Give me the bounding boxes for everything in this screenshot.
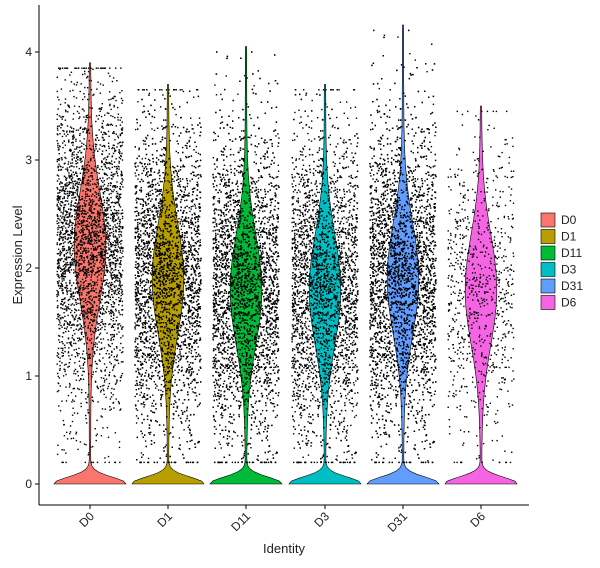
legend-label-d1: D1 (561, 230, 577, 244)
violin-layer (53, 24, 518, 485)
jitter-points-d1 (134, 89, 202, 464)
legend-swatch-d11 (540, 245, 556, 261)
x-axis-title: Identity (263, 541, 305, 556)
jitter-points-d6 (447, 110, 515, 464)
x-tick-label-d31: D31 (385, 509, 411, 535)
legend-label-d11: D11 (561, 246, 582, 260)
x-tick-label-d6: D6 (467, 509, 488, 530)
jitter-points-d11 (212, 51, 280, 464)
x-tick-label-d1: D1 (154, 509, 175, 530)
y-tick-label: 4 (25, 45, 32, 59)
jitter-points-d3 (291, 89, 359, 464)
violin-d6 (444, 105, 518, 485)
legend-swatch-d3 (540, 262, 556, 277)
violin-d0 (53, 62, 127, 485)
violin-d3 (288, 84, 362, 485)
jitter-points-d0 (56, 67, 124, 464)
legend-swatch-d1 (540, 229, 556, 244)
violin-d1 (131, 84, 205, 485)
y-tick-label: 2 (25, 261, 32, 275)
y-tick-label: 1 (25, 369, 32, 383)
legend-swatch-d6 (540, 295, 556, 310)
legend-swatch-d31 (540, 278, 556, 294)
axes (38, 5, 529, 506)
x-tick-label-d3: D3 (311, 509, 332, 530)
y-tick-label: 3 (25, 153, 32, 167)
jitter-points-layer (56, 29, 515, 464)
x-axis-ticks: D0 D1 D11 D3 D31 D6 (76, 505, 488, 535)
legend-label-d3: D3 (561, 263, 577, 277)
legend-label-d0: D0 (561, 213, 577, 227)
y-axis-title: Expression Level (10, 205, 25, 304)
x-tick-label-d11: D11 (228, 509, 253, 534)
jitter-points-d31 (369, 29, 437, 464)
y-tick-label: 0 (25, 477, 32, 491)
legend: D0 D1 D11 D3 D31 D6 (540, 212, 583, 310)
legend-label-d6: D6 (561, 296, 577, 310)
legend-label-d31: D31 (561, 279, 583, 293)
x-tick-label-d0: D0 (76, 509, 97, 530)
y-axis-ticks: 0 1 2 3 4 (25, 45, 39, 491)
legend-swatch-d0 (540, 212, 556, 228)
